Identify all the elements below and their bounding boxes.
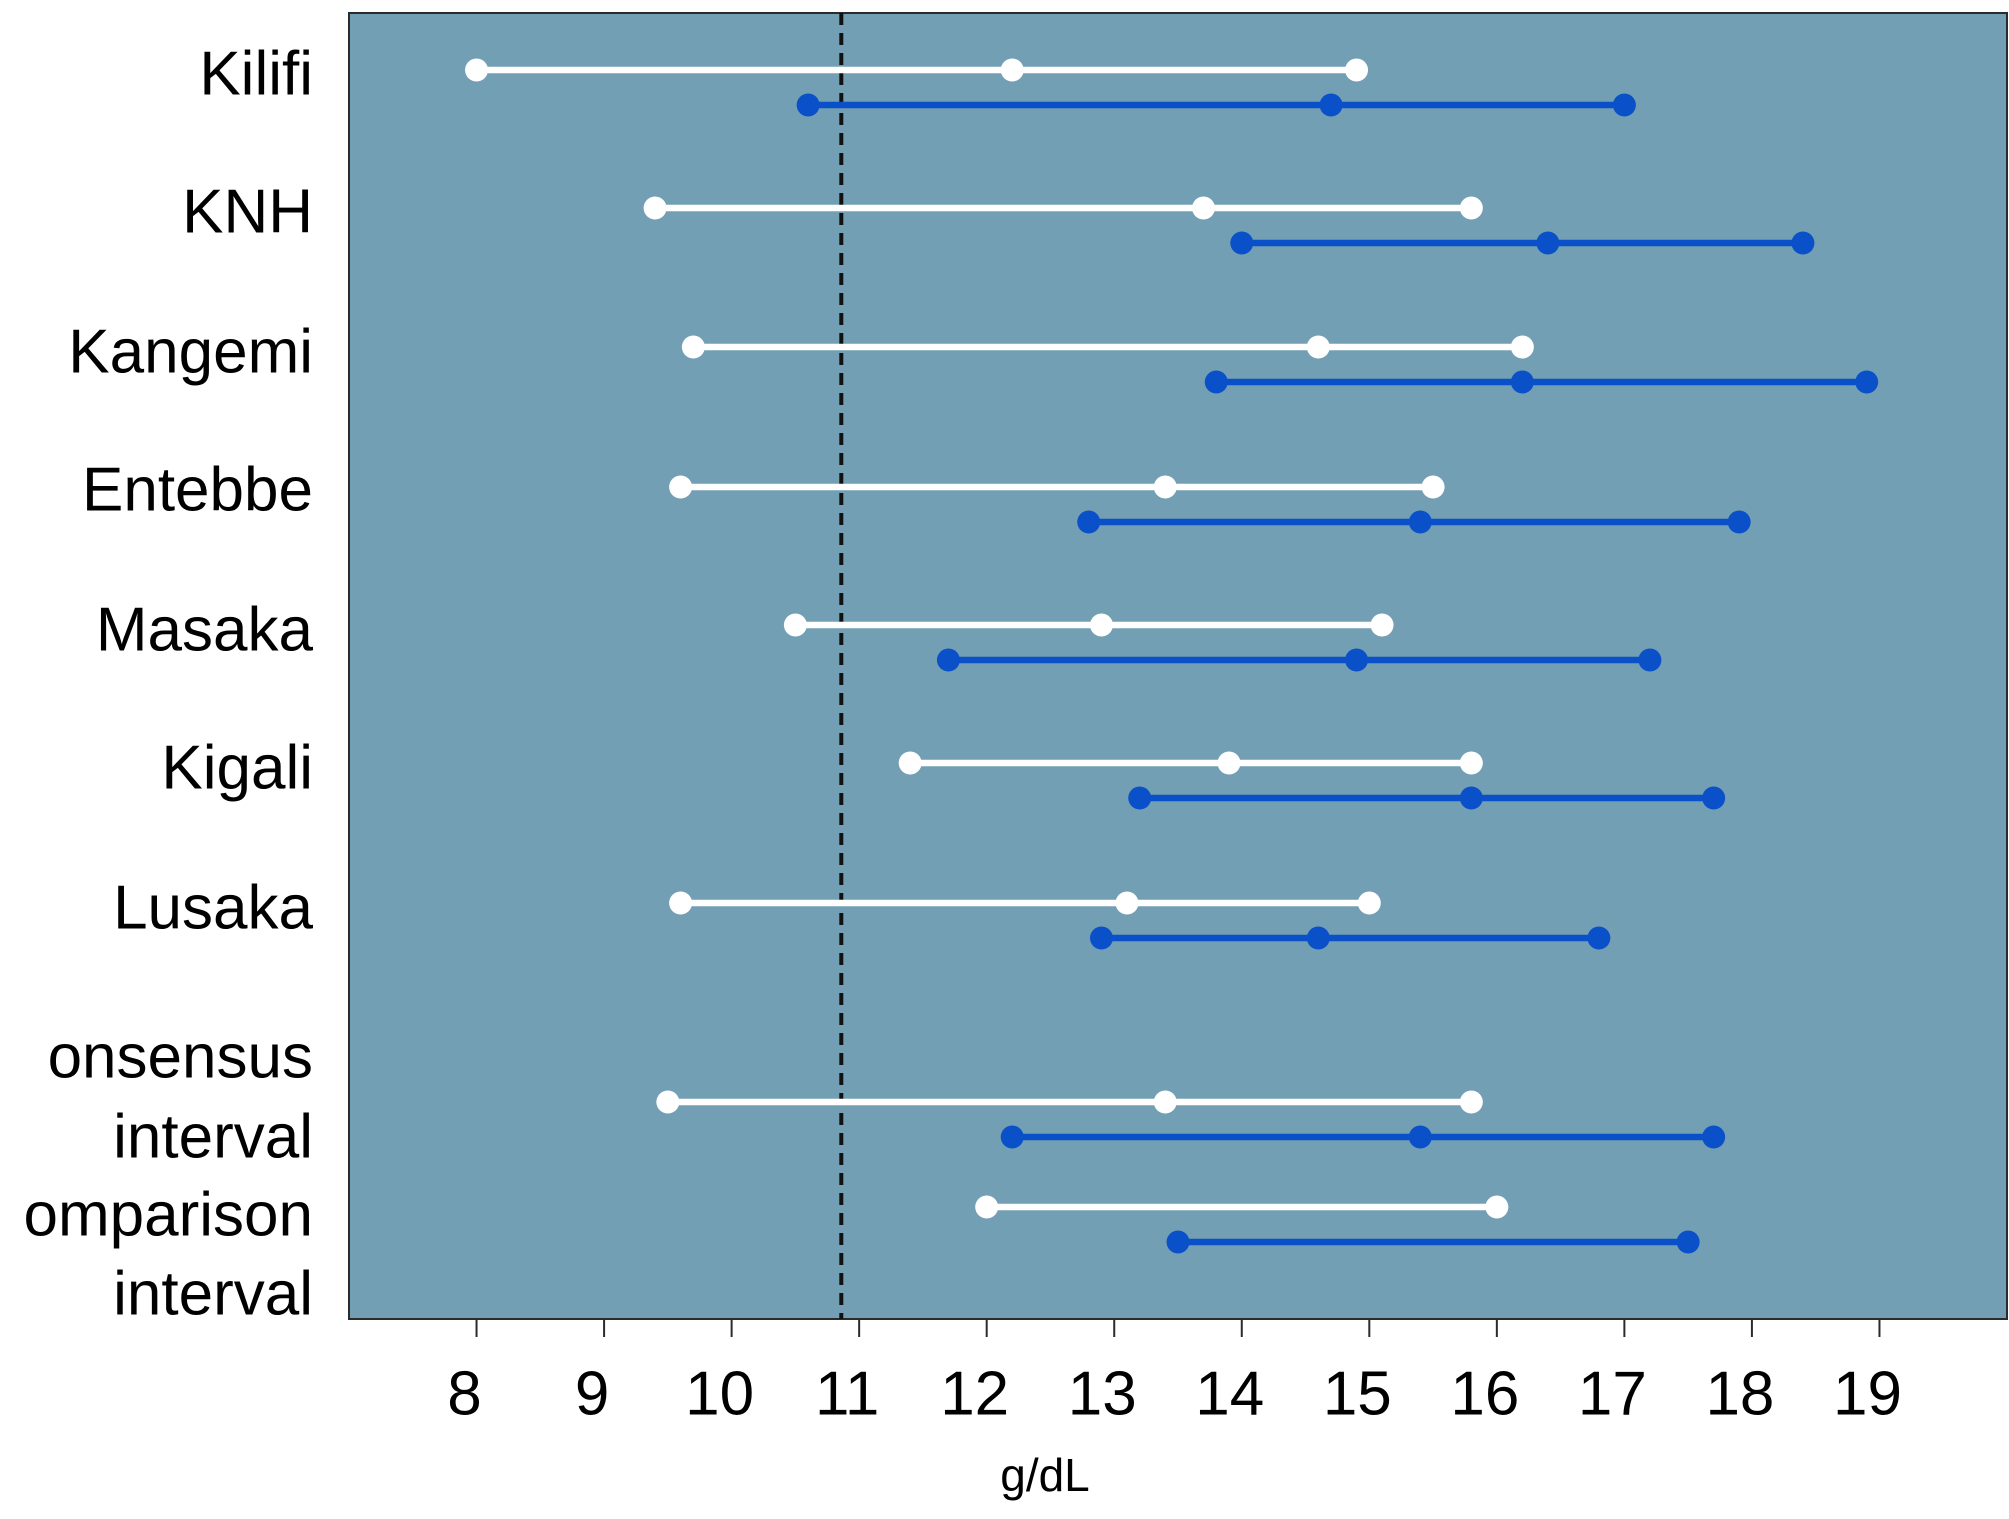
interval-point — [1702, 786, 1726, 810]
interval-point — [1702, 1125, 1726, 1149]
category-label: Kangemi — [68, 317, 313, 386]
interval-point — [1459, 1090, 1483, 1114]
interval-point — [1676, 1230, 1700, 1254]
interval-point — [1485, 1195, 1509, 1219]
interval-point — [656, 1090, 680, 1114]
interval-point — [1306, 926, 1330, 950]
interval-point — [1000, 1125, 1024, 1149]
x-tick-label: 13 — [1068, 1359, 1137, 1428]
category-label: Lusaka — [113, 873, 313, 942]
interval-point — [1791, 231, 1815, 255]
interval-point — [1217, 751, 1241, 775]
interval-point — [669, 475, 693, 499]
x-tick-label: 12 — [940, 1359, 1009, 1428]
interval-point — [1510, 335, 1534, 359]
x-tick-label: 17 — [1578, 1359, 1647, 1428]
x-tick-label: 10 — [685, 1359, 754, 1428]
x-tick-label: 11 — [815, 1359, 879, 1428]
interval-point — [1230, 231, 1254, 255]
x-tick-label: 9 — [575, 1359, 609, 1428]
x-tick-label: 19 — [1833, 1359, 1902, 1428]
interval-point — [681, 335, 705, 359]
interval-point — [1089, 926, 1113, 950]
interval-point — [669, 891, 693, 915]
x-tick-label: 16 — [1450, 1359, 1519, 1428]
interval-point — [1000, 58, 1024, 82]
x-axis-label: g/dL — [1000, 1449, 1090, 1501]
interval-point — [1727, 510, 1751, 534]
interval-point — [1077, 510, 1101, 534]
interval-point — [1115, 891, 1139, 915]
interval-point — [1345, 58, 1369, 82]
interval-point — [1408, 510, 1432, 534]
category-label: omparison — [24, 1180, 313, 1249]
interval-point — [1459, 751, 1483, 775]
interval-point — [1408, 1125, 1432, 1149]
interval-point — [1510, 370, 1534, 394]
interval-point — [1855, 370, 1879, 394]
interval-point — [1204, 370, 1228, 394]
interval-point — [643, 196, 667, 220]
category-label: onsensus — [48, 1022, 313, 1091]
interval-point — [1459, 786, 1483, 810]
category-label: Kigali — [161, 733, 313, 802]
x-tick-label: 18 — [1705, 1359, 1774, 1428]
interval-point — [1587, 926, 1611, 950]
interval-point — [1306, 335, 1330, 359]
category-label: Kilifi — [199, 39, 313, 108]
x-tick-label: 15 — [1323, 1359, 1392, 1428]
interval-point — [796, 93, 820, 117]
interval-point — [1153, 475, 1177, 499]
interval-point — [1345, 648, 1369, 672]
interval-point — [1128, 786, 1152, 810]
interval-point — [1536, 231, 1560, 255]
interval-point — [1612, 93, 1636, 117]
interval-point — [1357, 891, 1381, 915]
category-label: interval — [113, 1102, 313, 1171]
interval-point — [1370, 613, 1394, 637]
interval-point — [898, 751, 922, 775]
category-label: KNH — [182, 177, 313, 246]
interval-point — [1421, 475, 1445, 499]
interval-point — [1153, 1090, 1177, 1114]
x-tick-label: 8 — [447, 1359, 481, 1428]
interval-point — [1166, 1230, 1190, 1254]
category-label: interval — [113, 1259, 313, 1328]
interval-point — [936, 648, 960, 672]
interval-point — [1459, 196, 1483, 220]
category-label: Masaka — [96, 595, 314, 664]
interval-point — [465, 58, 489, 82]
interval-point — [1192, 196, 1216, 220]
interval-point — [1319, 93, 1343, 117]
interval-point — [975, 1195, 999, 1219]
interval-point — [1638, 648, 1662, 672]
interval-point — [783, 613, 807, 637]
x-tick-label: 14 — [1195, 1359, 1264, 1428]
category-label: Entebbe — [82, 455, 313, 524]
interval-point — [1089, 613, 1113, 637]
